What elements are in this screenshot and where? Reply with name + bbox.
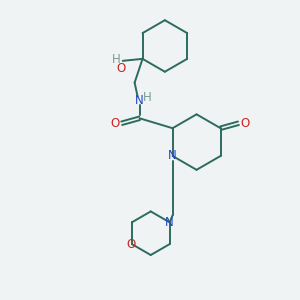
Text: H: H [143, 91, 152, 104]
Text: O: O [241, 117, 250, 130]
Text: H: H [112, 53, 121, 66]
Text: O: O [116, 62, 125, 75]
Text: N: N [168, 149, 177, 162]
Text: N: N [165, 216, 174, 229]
Text: O: O [126, 238, 136, 250]
Text: N: N [135, 94, 144, 107]
Text: O: O [110, 117, 119, 130]
